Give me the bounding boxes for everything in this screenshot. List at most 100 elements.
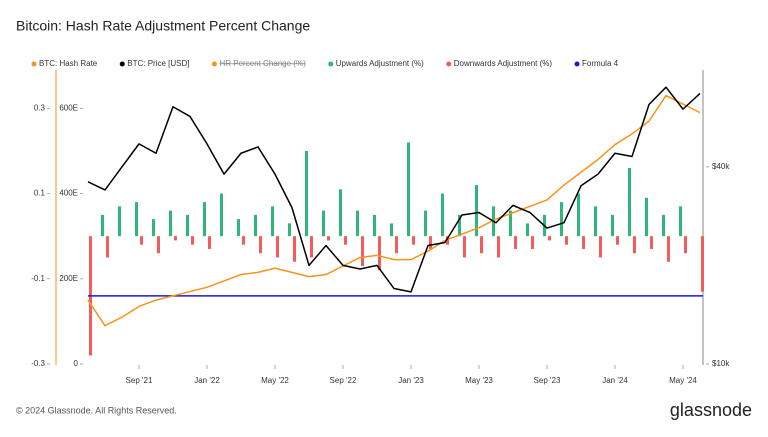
adjustment-bar (463, 236, 466, 258)
adjustment-bar (361, 236, 364, 266)
adjustment-bar (237, 219, 240, 237)
adjustment-bar (514, 236, 517, 249)
legend-label: Upwards Adjustment (%) (336, 59, 424, 68)
legend-item[interactable]: BTC: Price [USD] (119, 59, 190, 68)
adjustment-bar (135, 202, 138, 237)
adjustment-bar (701, 236, 704, 292)
adjustment-bar (208, 236, 211, 249)
footer: © 2024 Glassnode. All Rights Reserved. (16, 405, 177, 415)
chart-title: Bitcoin: Hash Rate Adjustment Percent Ch… (16, 18, 310, 34)
adjustment-bar (560, 202, 563, 237)
adjustment-bar (140, 236, 143, 245)
adjustment-bar (509, 210, 512, 237)
legend-item[interactable]: Downwards Adjustment (%) (446, 59, 552, 68)
adjustment-bar (203, 202, 206, 237)
adjustment-bar (339, 189, 342, 237)
adjustment-bar (186, 214, 189, 237)
legend-swatch (574, 61, 580, 67)
legend-swatch (446, 61, 452, 67)
adjustment-bar (616, 236, 619, 245)
adjustment-bar (118, 206, 121, 237)
adjustment-bar (633, 236, 636, 254)
yticks-tick-label: 0.1 (34, 189, 46, 198)
adjustment-bar (242, 236, 245, 245)
adjustment-bar (645, 197, 648, 237)
adjustment-bar (356, 210, 359, 237)
adjustment-bar (191, 236, 194, 245)
adjustment-bar (458, 214, 461, 237)
adjustment-bar (650, 236, 653, 249)
adjustment-bar (628, 168, 631, 237)
adjustment-bar (327, 236, 330, 241)
legend-swatch (31, 61, 37, 67)
legend-label: Downwards Adjustment (%) (454, 59, 553, 68)
adjustment-bar (526, 223, 529, 237)
x-tick-label: Sep '22 (330, 376, 357, 385)
y2ticks-tick-label: 200E (59, 274, 78, 283)
adjustment-bar (220, 193, 223, 237)
legend-swatch (211, 61, 217, 67)
adjustment-bar (662, 214, 665, 237)
adjustment-bar (344, 236, 347, 245)
y3ticks-tick-label: $10k (712, 359, 730, 368)
adjustment-bar (293, 236, 296, 262)
legend-swatch (328, 61, 334, 67)
x-tick-label: Sep '21 (126, 376, 153, 385)
adjustment-bar (310, 236, 313, 258)
adjustment-bar (594, 206, 597, 237)
adjustment-bar (174, 236, 177, 241)
x-tick-label: May '23 (465, 376, 493, 385)
brand-logo: glassnode (670, 400, 752, 420)
adjustment-bar (254, 214, 257, 237)
x-tick-label: May '22 (261, 376, 289, 385)
yticks-tick-label: -0.1 (31, 274, 45, 283)
legend-item[interactable]: Formula 4 (574, 59, 619, 68)
adjustment-bar (565, 236, 568, 245)
adjustment-bar (378, 236, 381, 271)
adjustment-bar (424, 210, 427, 237)
adjustment-bar (531, 236, 534, 249)
adjustment-bar (429, 236, 432, 249)
adjustment-bar (101, 214, 104, 237)
adjustment-bar (157, 236, 160, 254)
x-tick-label: Jan '23 (398, 376, 424, 385)
legend-item[interactable]: BTC: Hash Rate (31, 59, 98, 68)
legend-label: HR Percent Change (%) (219, 59, 306, 68)
adjustment-bar (276, 236, 279, 258)
series-line (87, 94, 701, 327)
adjustment-bar (475, 185, 478, 237)
adjustment-bar (373, 214, 376, 237)
adjustment-bar (599, 236, 602, 258)
adjustment-bar (395, 236, 398, 254)
adjustment-bar (441, 193, 444, 237)
adjustment-bar (611, 214, 614, 237)
x-tick-label: Jan '22 (194, 376, 220, 385)
adjustment-bar (412, 236, 415, 245)
adjustment-bar (480, 236, 483, 254)
legend-label: BTC: Price [USD] (127, 59, 189, 68)
adjustment-bar (152, 219, 155, 237)
x-tick-label: Sep '23 (534, 376, 561, 385)
adjustment-bar (259, 236, 262, 254)
x-tick-label: Jan '24 (602, 376, 628, 385)
adjustment-bar (305, 150, 308, 237)
adjustment-bar (169, 210, 172, 237)
y2ticks-tick-label: 600E (59, 103, 78, 112)
x-tick-label: May '24 (669, 376, 697, 385)
y2ticks-tick-label: 0 (74, 359, 79, 368)
legend-swatch (119, 61, 125, 67)
legend-label: Formula 4 (582, 59, 619, 68)
adjustment-bar (106, 236, 109, 258)
legend-item[interactable]: Upwards Adjustment (%) (328, 59, 424, 68)
legend-label: BTC: Hash Rate (39, 59, 98, 68)
yticks-tick-label: -0.3 (31, 359, 45, 368)
legend-item[interactable]: HR Percent Change (%) (211, 59, 306, 68)
adjustment-bar (390, 223, 393, 237)
adjustment-bar (446, 236, 449, 245)
yticks-tick-label: 0.3 (34, 103, 46, 112)
adjustment-bar (407, 142, 410, 237)
y3ticks-tick-label: $40k (712, 162, 730, 171)
adjustment-bar (684, 236, 687, 254)
adjustment-bar (322, 210, 325, 237)
adjustment-bar (679, 206, 682, 237)
